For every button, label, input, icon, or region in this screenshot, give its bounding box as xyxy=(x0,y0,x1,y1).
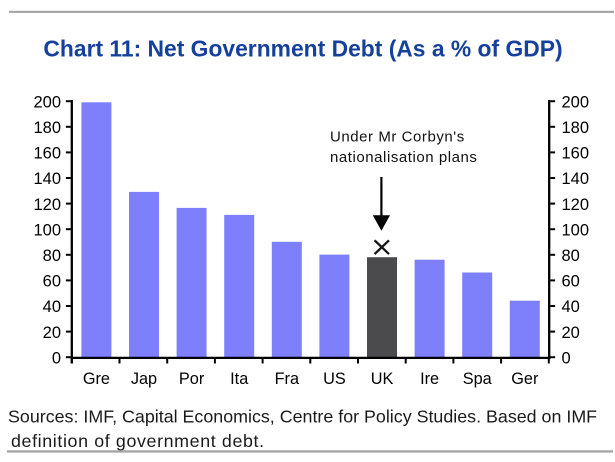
svg-text:40: 40 xyxy=(43,298,61,316)
svg-text:60: 60 xyxy=(43,273,61,291)
svg-text:180: 180 xyxy=(33,119,61,137)
svg-text:20: 20 xyxy=(43,324,61,342)
svg-text:80: 80 xyxy=(562,247,580,265)
svg-text:80: 80 xyxy=(43,247,61,265)
svg-text:Under Mr Corbyn's: Under Mr Corbyn's xyxy=(330,129,465,146)
svg-text:140: 140 xyxy=(562,170,590,188)
svg-text:60: 60 xyxy=(562,273,580,291)
svg-text:Spa: Spa xyxy=(463,370,493,388)
svg-text:180: 180 xyxy=(562,119,590,137)
svg-text:Gre: Gre xyxy=(83,370,110,388)
svg-text:Jap: Jap xyxy=(131,370,157,388)
svg-text:100: 100 xyxy=(562,221,590,239)
svg-text:200: 200 xyxy=(33,93,61,111)
svg-text:Por: Por xyxy=(179,370,205,388)
svg-text:120: 120 xyxy=(33,196,61,214)
svg-text:US: US xyxy=(323,370,346,388)
svg-text:nationalisation plans: nationalisation plans xyxy=(330,149,477,166)
svg-text:140: 140 xyxy=(33,170,61,188)
svg-text:Chart 11: Net Government Debt: Chart 11: Net Government Debt (As a % of… xyxy=(43,35,562,61)
svg-text:160: 160 xyxy=(562,145,590,163)
svg-text:Ire: Ire xyxy=(420,370,439,388)
svg-text:Fra: Fra xyxy=(275,370,300,388)
svg-text:UK: UK xyxy=(371,370,394,388)
svg-text:200: 200 xyxy=(562,93,590,111)
svg-text:definition of government debt.: definition of government debt. xyxy=(11,431,265,451)
svg-text:0: 0 xyxy=(562,349,571,367)
svg-text:0: 0 xyxy=(52,349,61,367)
svg-text:Ger: Ger xyxy=(511,370,539,388)
svg-text:40: 40 xyxy=(562,298,580,316)
svg-text:Ita: Ita xyxy=(230,370,249,388)
svg-text:Sources: IMF, Capital Economic: Sources: IMF, Capital Economics, Centre … xyxy=(8,407,597,427)
svg-text:100: 100 xyxy=(33,221,61,239)
svg-text:160: 160 xyxy=(33,145,61,163)
svg-text:120: 120 xyxy=(562,196,590,214)
svg-text:20: 20 xyxy=(562,324,580,342)
